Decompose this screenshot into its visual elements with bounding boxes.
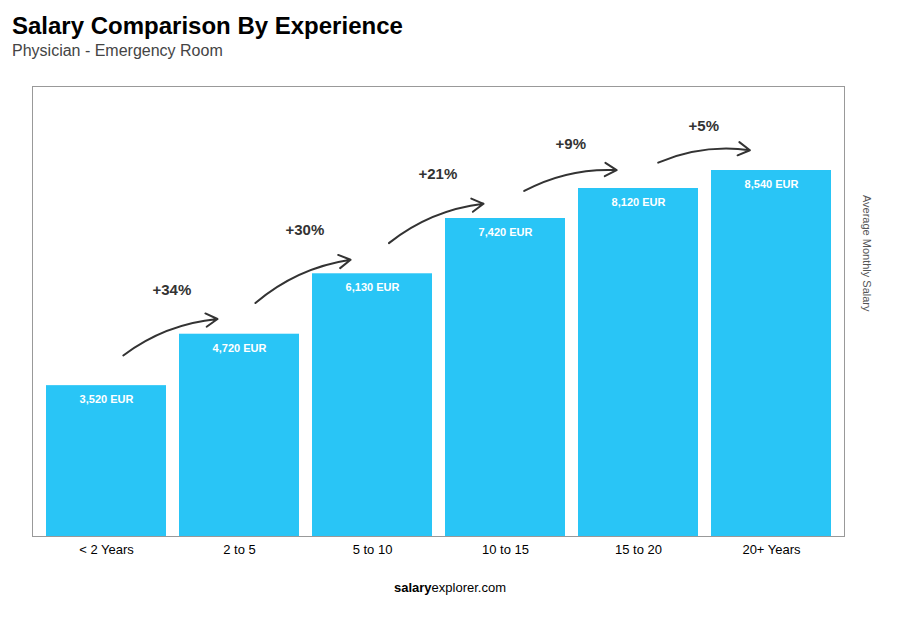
svg-text:+34%: +34% — [152, 281, 191, 298]
svg-text:6,130 EUR: 6,130 EUR — [346, 281, 400, 293]
html-text:salary explorer.com: salary explorer.com — [394, 580, 506, 595]
svg-text:3,520 EUR: 3,520 EUR — [80, 393, 134, 405]
svg-text:10 to 15: 10 to 15 — [482, 542, 529, 557]
svg-text:+21%: +21% — [418, 165, 457, 182]
svg-text:Average Monthly Salary: Average Monthly Salary — [861, 195, 873, 312]
svg-text:20+ Years: 20+ Years — [742, 542, 801, 557]
svg-text:2 to 5: 2 to 5 — [223, 542, 256, 557]
svg-text:15 to 20: 15 to 20 — [615, 542, 662, 557]
svg-text:+5%: +5% — [689, 117, 719, 134]
svg-text:8,540 EUR: 8,540 EUR — [745, 178, 799, 190]
html-text:Physician - Emergency Room: Physician - Emergency Room — [12, 42, 223, 59]
svg-text:8,120 EUR: 8,120 EUR — [612, 196, 666, 208]
svg-text:+9%: +9% — [556, 135, 586, 152]
svg-text:5 to 10: 5 to 10 — [353, 542, 393, 557]
svg-text:+30%: +30% — [285, 221, 324, 238]
svg-text:< 2 Years: < 2 Years — [79, 542, 134, 557]
html-text:Salary Comparison By Experienc: Salary Comparison By Experience — [12, 12, 403, 39]
svg-text:7,420 EUR: 7,420 EUR — [479, 226, 533, 238]
svg-text:4,720 EUR: 4,720 EUR — [213, 342, 267, 354]
